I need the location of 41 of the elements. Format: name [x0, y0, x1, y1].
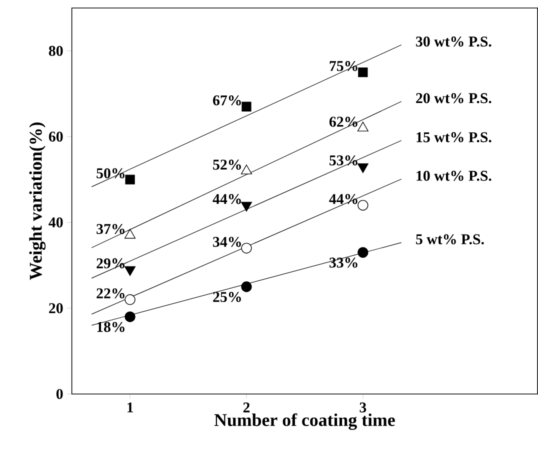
- point: [358, 68, 368, 78]
- data-label: 75%: [330, 61, 358, 72]
- data-label: 18%: [97, 322, 124, 332]
- data-label: 34%: [213, 236, 241, 248]
- data-label: 22%: [96, 288, 124, 299]
- y-tick-label: 20: [49, 303, 63, 314]
- series-label: 30 wt% P.S.: [416, 36, 492, 47]
- y-tick-label: 60: [48, 132, 63, 142]
- series-label: 15 wt% P.S.: [416, 132, 492, 142]
- data-label: 33%: [330, 258, 358, 268]
- series-label: 20 wt% P.S.: [416, 93, 492, 104]
- x-tick-label: 1: [128, 402, 133, 412]
- data-label: 62%: [329, 116, 358, 127]
- point: [124, 266, 136, 276]
- series-label: 10 wt% P.S.: [416, 170, 492, 181]
- point: [125, 174, 135, 184]
- y-tick-label: 0: [56, 389, 63, 400]
- data-label: 67%: [213, 95, 241, 106]
- data-label: 29%: [96, 258, 124, 268]
- data-label: 53%: [330, 155, 358, 166]
- y-tick-label: 40: [48, 217, 63, 228]
- data-label: 44%: [329, 194, 358, 204]
- point: [124, 294, 136, 306]
- point: [357, 163, 368, 174]
- data-label: 37%: [96, 224, 124, 234]
- point: [358, 247, 368, 258]
- point: [358, 200, 368, 211]
- data-label: 25%: [213, 292, 241, 302]
- series-label: 5 wt% P.S.: [416, 234, 484, 244]
- data-label: 52%: [213, 160, 241, 170]
- point: [241, 242, 252, 254]
- point: [242, 102, 252, 112]
- x-tick-label: 3: [360, 402, 366, 413]
- x-axis-title: Number of coating time: [214, 413, 395, 430]
- point: [240, 202, 252, 212]
- point: [124, 312, 136, 322]
- y-axis-title: Weight variation(%): [29, 122, 46, 280]
- x-tick-label: 2: [243, 402, 250, 412]
- y-tick-label: 80: [48, 46, 63, 56]
- data-label: 44%: [212, 194, 241, 204]
- point: [241, 282, 252, 292]
